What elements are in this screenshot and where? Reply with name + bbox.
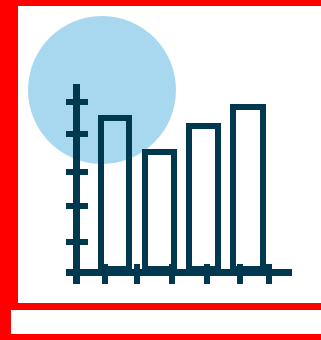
x-axis-tick [169, 264, 175, 284]
y-axis-line [73, 84, 80, 284]
bar [186, 123, 221, 272]
x-axis-tick [134, 264, 140, 284]
x-axis-tick [266, 264, 272, 284]
bottom-strip [11, 310, 321, 334]
x-axis-tick [102, 264, 108, 284]
background-circle [28, 16, 176, 164]
y-axis-tick [66, 131, 88, 137]
y-axis-tick [66, 239, 88, 245]
x-axis-tick [204, 264, 210, 284]
bar [142, 149, 177, 272]
bar [230, 104, 266, 272]
bar [98, 115, 132, 272]
x-axis-tick [237, 264, 243, 284]
y-axis-tick [66, 203, 88, 209]
x-axis-line [66, 269, 292, 276]
y-axis-tick [66, 169, 88, 175]
y-axis-tick [66, 99, 88, 105]
